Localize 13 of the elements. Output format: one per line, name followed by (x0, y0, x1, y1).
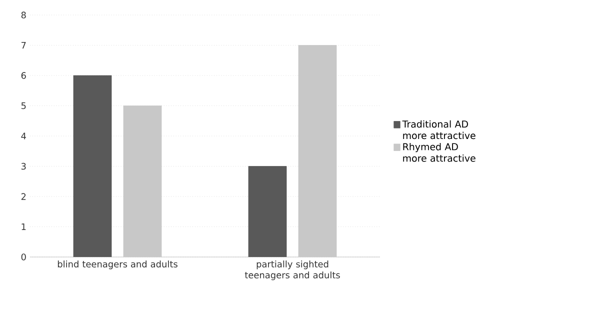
legend-label: Rhymed AD more attractive (403, 143, 476, 162)
y-tick-label: 3 (21, 162, 26, 170)
y-tick-label: 2 (21, 193, 26, 200)
x-tick-label: partially sighted teenagers and adults (244, 260, 340, 280)
y-tick-label: 6 (21, 72, 26, 79)
legend-label: Traditional AD more attractive (402, 120, 476, 140)
y-tick-label: 4 (21, 132, 26, 140)
y-tick-label: 0 (21, 254, 26, 260)
y-tick-label: 7 (22, 42, 26, 49)
x-tick-label: blind teenagers and adults (58, 260, 178, 270)
y-tick-label: 5 (21, 102, 26, 110)
y-tick-label: 8 (21, 12, 26, 18)
y-tick-label: 1 (22, 223, 26, 230)
